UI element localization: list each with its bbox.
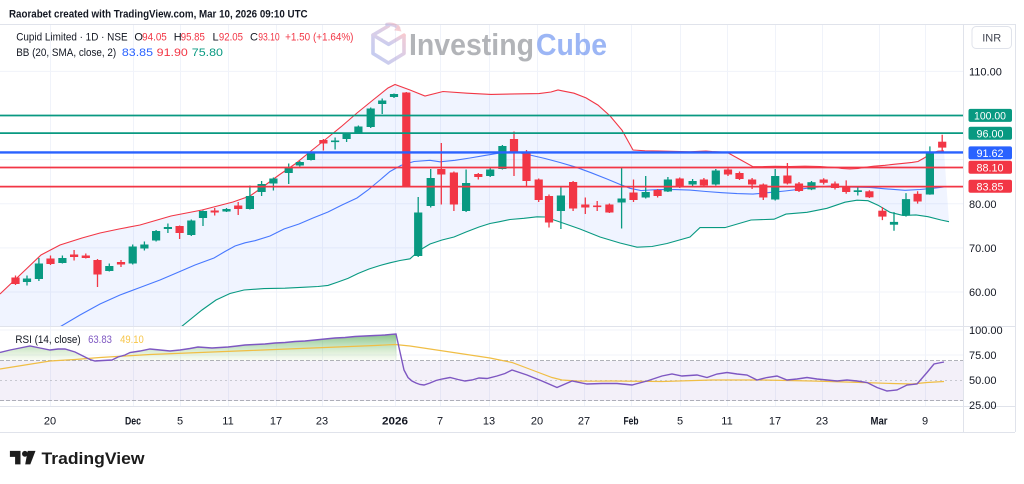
svg-text:100.00: 100.00 (974, 110, 1006, 122)
svg-text:C: C (250, 32, 258, 44)
svg-text:TradingView: TradingView (42, 450, 145, 468)
svg-text:BB (20, SMA, close, 2): BB (20, SMA, close, 2) (16, 47, 116, 59)
svg-text:Raorabet created with TradingV: Raorabet created with TradingView.com, M… (9, 9, 308, 21)
svg-text:11: 11 (721, 416, 732, 428)
svg-text:25.00: 25.00 (969, 400, 997, 412)
svg-text:110.00: 110.00 (969, 66, 1002, 78)
svg-text:L: L (213, 32, 219, 44)
svg-text:70.00: 70.00 (969, 243, 997, 255)
svg-text:83.85: 83.85 (122, 47, 153, 59)
svg-text:Cupid Limited · 1D · NSE: Cupid Limited · 1D · NSE (16, 32, 127, 44)
svg-text:H: H (174, 32, 182, 44)
svg-text:Feb: Feb (624, 416, 639, 428)
svg-text:RSI (14, close): RSI (14, close) (15, 334, 80, 346)
svg-text:95.85: 95.85 (181, 32, 205, 44)
svg-text:+1.50 (+1.64%): +1.50 (+1.64%) (285, 32, 353, 44)
svg-text:Investing: Investing (409, 27, 534, 62)
svg-text:27: 27 (578, 416, 590, 428)
svg-text:23: 23 (316, 416, 328, 428)
svg-text:17: 17 (270, 416, 282, 428)
svg-text:2026: 2026 (382, 416, 408, 428)
svg-text:5: 5 (177, 416, 183, 428)
svg-text:20: 20 (44, 416, 56, 428)
svg-text:Dec: Dec (125, 416, 141, 428)
svg-text:91.90: 91.90 (157, 47, 188, 59)
svg-text:5: 5 (677, 416, 683, 428)
svg-text:9: 9 (922, 416, 928, 428)
svg-text:O: O (134, 32, 143, 44)
svg-text:17: 17 (769, 416, 781, 428)
svg-text:7: 7 (437, 416, 443, 428)
svg-text:96.00: 96.00 (977, 128, 1004, 140)
svg-text:23: 23 (816, 416, 828, 428)
svg-text:92.05: 92.05 (219, 32, 243, 44)
svg-text:100.00: 100.00 (969, 325, 1003, 337)
svg-text:93.10: 93.10 (258, 32, 280, 44)
svg-text:75.00: 75.00 (969, 350, 997, 362)
svg-text:80.00: 80.00 (969, 199, 997, 211)
svg-text:75.80: 75.80 (192, 47, 223, 59)
svg-text:91.62: 91.62 (977, 148, 1004, 160)
svg-text:Mar: Mar (871, 416, 889, 428)
svg-text:13: 13 (483, 416, 495, 428)
svg-text:50.00: 50.00 (969, 375, 997, 387)
svg-text:63.83: 63.83 (88, 334, 112, 346)
svg-text:INR: INR (982, 33, 1001, 45)
svg-text:11: 11 (222, 416, 233, 428)
svg-text:49.10: 49.10 (120, 334, 144, 346)
svg-text:94.05: 94.05 (142, 32, 167, 44)
svg-text:Cube: Cube (536, 27, 607, 62)
svg-text:83.85: 83.85 (977, 181, 1004, 193)
svg-text:60.00: 60.00 (969, 287, 997, 299)
svg-text:88.10: 88.10 (977, 162, 1004, 174)
svg-text:20: 20 (531, 416, 543, 428)
